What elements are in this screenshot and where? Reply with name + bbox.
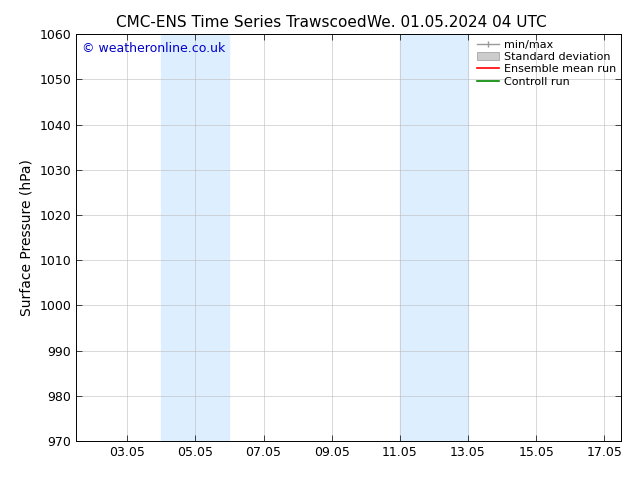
Text: CMC-ENS Time Series Trawscoed: CMC-ENS Time Series Trawscoed [115,15,366,30]
Bar [400,34,468,441]
Text: We. 01.05.2024 04 UTC: We. 01.05.2024 04 UTC [366,15,547,30]
Text: © weatheronline.co.uk: © weatheronline.co.uk [82,43,225,55]
Legend: min/max, Standard deviation, Ensemble mean run, Controll run: min/max, Standard deviation, Ensemble me… [475,38,618,89]
Bar [161,34,230,441]
Y-axis label: Surface Pressure (hPa): Surface Pressure (hPa) [20,159,34,316]
